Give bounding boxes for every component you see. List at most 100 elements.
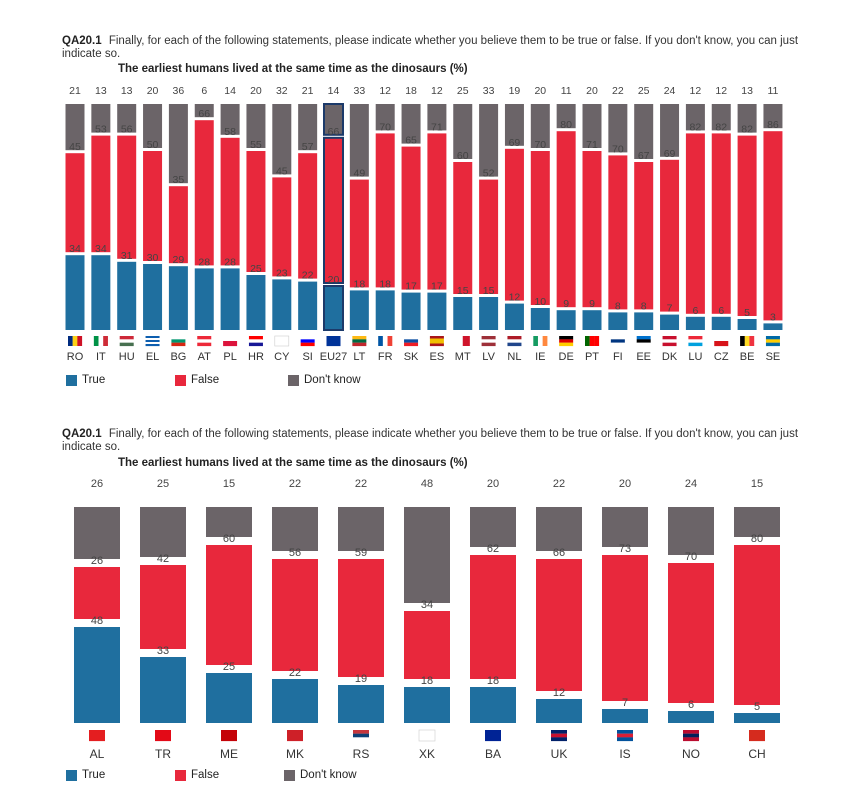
flag-no-icon [683,730,699,742]
bar-group-sk: 17 65 18 SK [401,85,421,363]
value-label-false-cy: 45 [276,165,288,177]
bar-false-lv [479,179,499,294]
bar-dontknow-ie [530,104,550,148]
value-label-true-ch: 5 [754,701,760,713]
flag-at-icon [197,336,212,347]
bar-group-al: 48 26 26 AL [74,478,120,761]
flag-si-icon [300,336,315,347]
legend-label-false: False [191,769,220,781]
value-label-dontknow-se: 11 [767,85,778,97]
flag-rs-icon [353,730,369,742]
category-label-at: AT [198,351,212,363]
bar-false-hr [246,151,266,272]
bar-group-es: 17 71 12 ES [427,85,447,363]
value-label-dontknow-nl: 19 [509,85,521,97]
flag-cy-icon [274,335,290,347]
flag-cz-icon [714,336,729,347]
bar-group-xk: 18 34 48 XK [404,478,450,761]
category-label-el: EL [146,351,159,363]
bar-true-pl [220,268,240,330]
legend: True False Don't know [66,374,361,386]
value-label-true-lu: 6 [692,305,698,317]
value-label-dontknow-cz: 12 [715,85,727,97]
flag-ba-icon [485,730,501,742]
bar-dontknow-be [737,104,757,133]
value-label-false-ro: 45 [69,141,81,153]
value-label-true-ie: 10 [534,296,546,308]
bar-true-mk [272,679,318,723]
bar-dontknow-es [427,104,447,131]
value-label-dontknow-lu: 12 [690,85,702,97]
chart-title: The earliest humans lived at the same ti… [118,457,468,469]
flag-ch-icon [749,730,765,742]
value-label-false-al: 26 [91,555,103,567]
bar-dontknow-al [74,507,120,559]
value-label-dontknow-at: 6 [201,85,207,97]
value-label-true-si: 22 [302,270,314,282]
flag-ie-icon [533,336,548,346]
flag-eu27-icon [326,336,341,347]
flag-bg-icon [171,336,186,347]
category-label-pl: PL [223,351,236,363]
category-label-ch: CH [748,747,765,761]
bar-dontknow-me [206,507,252,537]
category-label-de: DE [559,351,574,363]
category-label-tr: TR [155,747,171,761]
value-label-false-me: 60 [223,533,235,545]
category-label-hu: HU [119,351,135,363]
value-label-false-pt: 71 [586,139,598,151]
flag-hr-icon [248,336,263,347]
bar-false-cy [272,177,292,277]
value-label-dontknow-dk: 24 [664,85,676,97]
value-label-true-al: 48 [91,615,103,627]
value-label-false-sk: 65 [405,135,417,147]
value-label-false-fi: 70 [612,143,624,155]
value-label-dontknow-no: 24 [685,478,697,490]
value-label-true-lv: 15 [483,285,495,297]
value-label-dontknow-ro: 21 [69,85,81,97]
bar-dontknow-dk [660,104,680,157]
bar-true-lu [685,316,705,330]
question-body: Finally, for each of the following state… [62,428,799,453]
flag-pl-icon [223,336,238,347]
value-label-false-cz: 82 [715,121,727,133]
bar-dontknow-si [298,104,318,151]
bar-dontknow-ch [734,507,780,537]
category-label-fr: FR [378,351,393,363]
bar-false-sk [401,146,421,290]
bar-dontknow-el [143,104,163,148]
value-label-false-dk: 69 [664,148,676,160]
value-label-true-mt: 15 [457,285,469,297]
bar-true-me [206,673,252,723]
value-label-false-is: 73 [619,543,631,555]
category-label-fi: FI [613,351,623,363]
bar-group-cz: 6 82 12 CZ [711,85,731,363]
question-text: QA20.1 Finally, for each of the followin… [62,428,802,454]
bar-false-no [668,563,714,703]
value-label-dontknow-cy: 32 [276,85,288,97]
flag-nl-icon [507,336,522,347]
bar-group-nl: 12 69 19 NL [504,85,524,363]
legend-item-false: False [175,769,284,781]
stacked-bar-chart-eu: 344521RO345313IT315613HU305020EL293536BG… [65,85,783,363]
flag-be-icon [740,336,755,346]
value-label-dontknow-fr: 12 [379,85,391,97]
value-label-dontknow-rs: 22 [355,478,367,490]
bar-true-lt [349,290,369,330]
bar-group-ie: 10 70 20 IE [530,85,550,363]
legend-item-true: True [66,374,175,386]
category-label-lv: LV [482,351,495,363]
value-label-dontknow-ie: 20 [534,85,546,97]
value-label-true-fr: 18 [379,278,391,290]
value-label-true-hr: 25 [250,263,262,275]
value-label-false-ee: 67 [638,150,650,162]
bar-true-be [737,319,757,330]
value-label-false-mt: 60 [457,150,469,162]
bar-group-eu27: 20 66 14 EU27 [320,85,348,363]
flag-lu-icon [688,336,703,347]
value-label-true-bg: 29 [173,254,185,266]
value-label-false-hr: 55 [250,139,262,151]
flag-lv-icon [481,336,496,347]
question-text: QA20.1 Finally, for each of the followin… [62,35,802,61]
bar-false-xk [404,611,450,679]
